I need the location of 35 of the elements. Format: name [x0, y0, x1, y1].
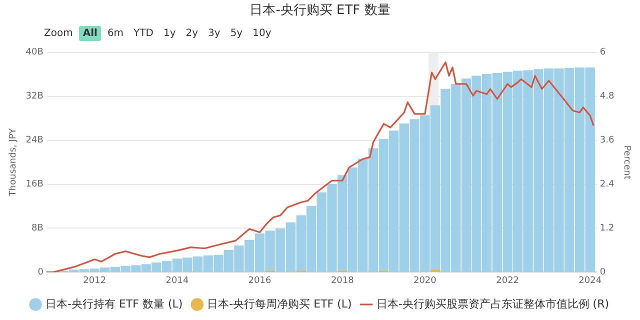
- x-tick-label: 2012: [83, 276, 106, 286]
- bar: [430, 270, 440, 272]
- y-tick-label: 16B: [26, 180, 44, 190]
- y2-tick-label: 0: [600, 268, 606, 278]
- text: 6m: [106, 26, 125, 40]
- text: 1y: [162, 26, 177, 40]
- text: 2y: [184, 26, 200, 40]
- y2-tick-label: 4.8: [600, 92, 614, 102]
- y-tick-label: 32B: [26, 92, 44, 102]
- y-tick-label: 0: [38, 268, 44, 278]
- y2-tick-label: 1.2: [600, 224, 614, 234]
- y-tick-label: 24B: [26, 136, 44, 146]
- text: 5y: [229, 26, 244, 40]
- y2-axis-title: Percent: [621, 145, 632, 180]
- text: 3y: [207, 26, 222, 40]
- text: All: [78, 26, 102, 40]
- y2-tick-label: 2.4: [600, 180, 614, 190]
- text: YTD: [132, 26, 154, 40]
- y-axis-title: Thousands, JPY: [8, 128, 19, 198]
- y2-tick-label: 6: [600, 48, 606, 58]
- x-tick-label: 2024: [578, 276, 602, 286]
- x-tick-label: 2018: [330, 276, 354, 286]
- chart-title: 日本-央行购买 ETF 数量: [248, 2, 392, 20]
- text: Zoom: [43, 26, 74, 40]
- text: 10y: [252, 26, 272, 40]
- y2-tick-label: 3.6: [600, 136, 614, 146]
- legend-label: 日本-央行购买股票资产占东证整体市值比例 (R): [376, 297, 610, 310]
- x-tick-label: 2016: [248, 276, 272, 286]
- x-tick-label: 2022: [496, 276, 520, 286]
- x-tick-label: 2020: [413, 276, 437, 286]
- legend-label: 日本-央行持有 ETF 数量 (L): [45, 297, 183, 310]
- x-tick-label: 2014: [166, 276, 189, 286]
- y-tick-label: 40B: [26, 48, 44, 58]
- legend-label: 日本-央行每周净购买 ETF (L): [207, 297, 352, 310]
- y-tick-label: 8B: [32, 224, 44, 234]
